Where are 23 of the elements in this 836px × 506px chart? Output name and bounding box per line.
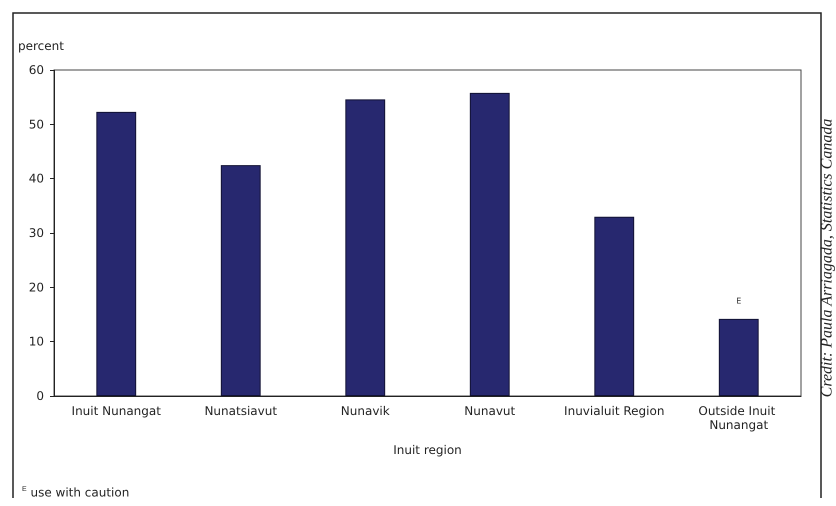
y-tick-label: 30 bbox=[28, 226, 44, 240]
bar bbox=[718, 318, 759, 396]
y-axis-title: percent bbox=[18, 39, 64, 53]
x-tick-label: Nunavut bbox=[464, 404, 516, 418]
bar bbox=[594, 216, 634, 396]
y-tick-label: 0 bbox=[36, 389, 44, 403]
y-tick-label: 60 bbox=[28, 63, 44, 77]
y-tick-label: 10 bbox=[28, 334, 44, 349]
bar bbox=[345, 99, 386, 396]
x-axis-title: Inuit region bbox=[393, 443, 462, 457]
text: Credit: Paula Arriagada, Statistics Canada bbox=[818, 118, 836, 398]
y-tick-label: 20 bbox=[28, 280, 44, 294]
y-tick-label: 50 bbox=[28, 117, 44, 132]
x-tick-label: Inuit Nunangat bbox=[72, 404, 162, 418]
bar bbox=[96, 112, 136, 396]
x-tick-label: Outside Inuit Nunangat bbox=[698, 404, 780, 432]
bar bbox=[220, 165, 261, 396]
x-tick-label: Nunavik bbox=[340, 404, 390, 418]
y-tick-label: 40 bbox=[28, 172, 44, 186]
bar bbox=[470, 92, 510, 396]
x-tick-label: Inuvialuit Region bbox=[564, 404, 664, 418]
annotation: E bbox=[736, 296, 742, 306]
x-tick-label: Nunatsiavut bbox=[204, 404, 278, 418]
